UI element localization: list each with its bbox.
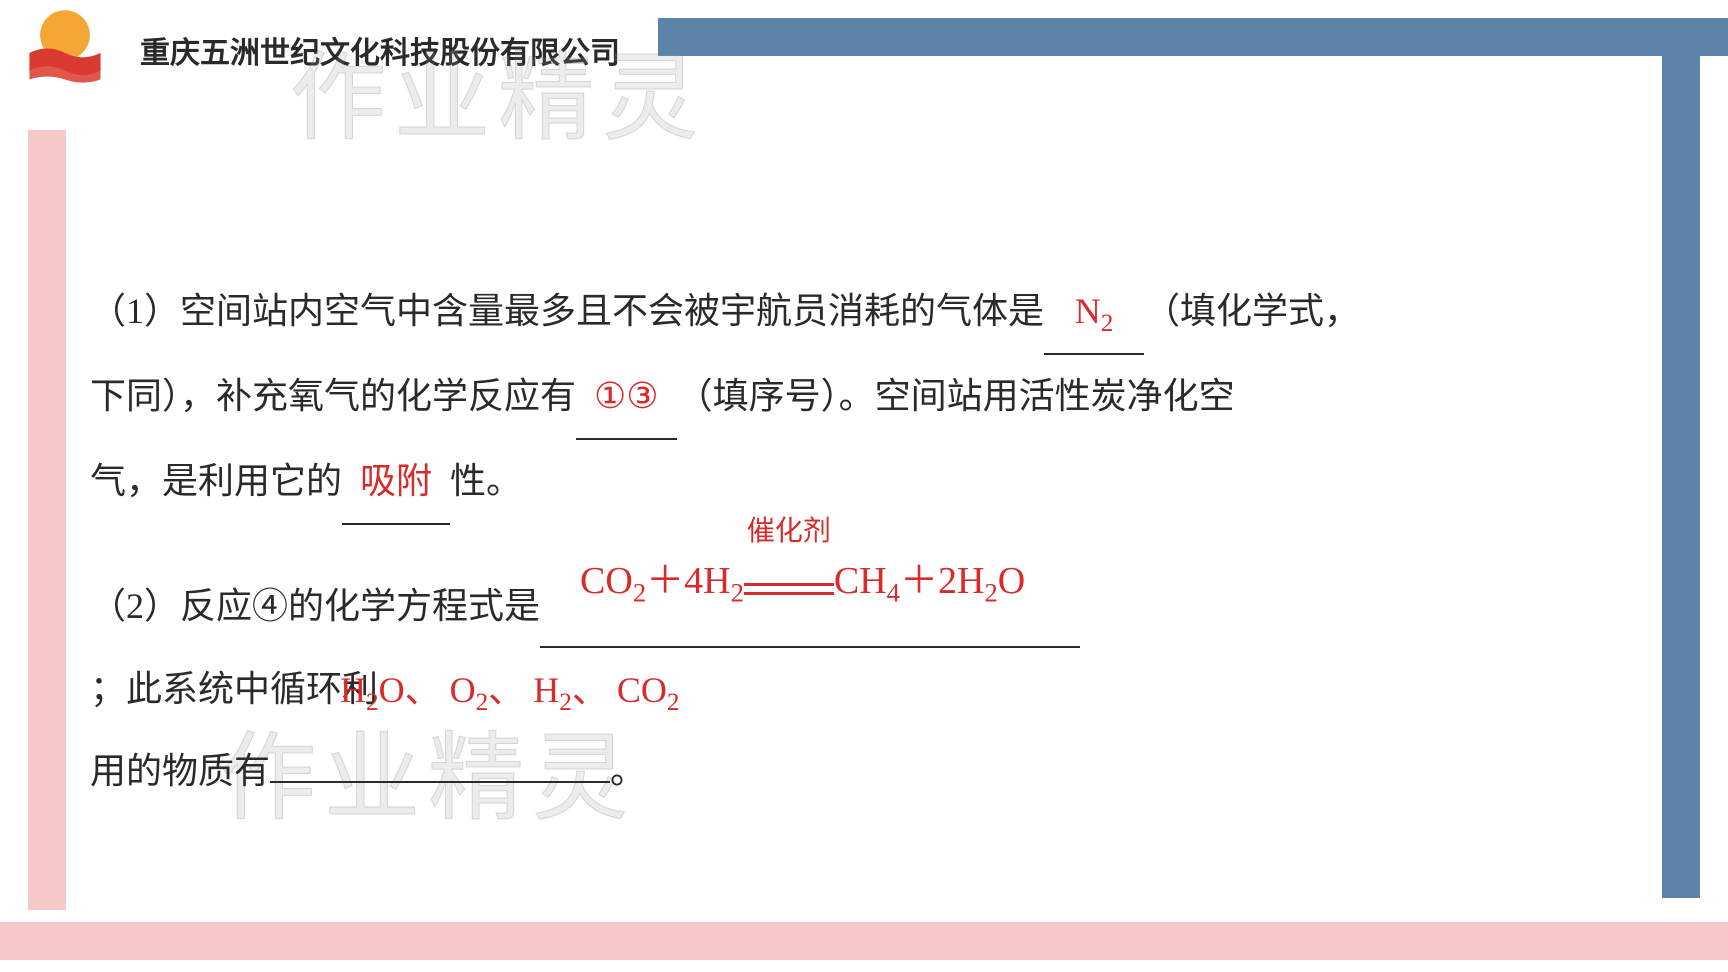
q2-period: 。 (610, 751, 646, 791)
company-name: 重庆五洲世纪文化科技股份有限公司 (140, 28, 620, 72)
question-2: （2）反应④的化学方程式是 CO2＋4H2催化剂CH4＋2H2O ；此系统中循环… (90, 565, 1638, 813)
bottom-pink-bar (0, 922, 1728, 960)
right-blue-bar (1662, 18, 1700, 898)
q2-text-1: （2）反应④的化学方程式是 (90, 586, 540, 626)
q1-text-4: 性。 (450, 461, 522, 501)
answer-3: 吸附 (360, 461, 432, 501)
q1-line3: 气，是利用它的 (90, 461, 342, 501)
q1-text-2: （填化学式， (1144, 291, 1360, 331)
q2-line2: ；此系统中循环利 (90, 669, 378, 709)
equation-blank: CO2＋4H2催化剂CH4＋2H2O (540, 600, 1080, 648)
answer-2: ①③ (594, 376, 659, 416)
blank-1: N2 (1044, 270, 1144, 355)
top-blue-bar (658, 18, 1728, 56)
catalyst-label: 催化剂 (747, 500, 831, 564)
content-area: （1）空间站内空气中含量最多且不会被宇航员消耗的气体是 N2 （填化学式， 下同… (90, 270, 1638, 853)
q1-text-3: （填序号）。空间站用活性炭净化空 (677, 376, 1235, 416)
q2-line3: 用的物质有 (90, 751, 270, 791)
substances-answer: H2O、 O2、 H2、 CO2 (340, 649, 679, 732)
blank-2: ①③ (576, 355, 677, 440)
q1-text-1: （1）空间站内空气中含量最多且不会被宇航员消耗的气体是 (90, 291, 1044, 331)
chemical-equation: CO2＋4H2催化剂CH4＋2H2O (580, 538, 1025, 628)
q1-line2: 下同），补充氧气的化学反应有 (90, 376, 576, 416)
question-1: （1）空间站内空气中含量最多且不会被宇航员消耗的气体是 N2 （填化学式， 下同… (90, 270, 1638, 525)
left-pink-bar (28, 130, 66, 910)
company-logo (20, 4, 110, 84)
answer-1: N2 (1075, 291, 1114, 331)
reaction-arrow: 催化剂 (744, 540, 834, 627)
substances-blank (270, 741, 610, 783)
logo-container (0, 0, 130, 88)
blank-3: 吸附 (342, 440, 450, 525)
